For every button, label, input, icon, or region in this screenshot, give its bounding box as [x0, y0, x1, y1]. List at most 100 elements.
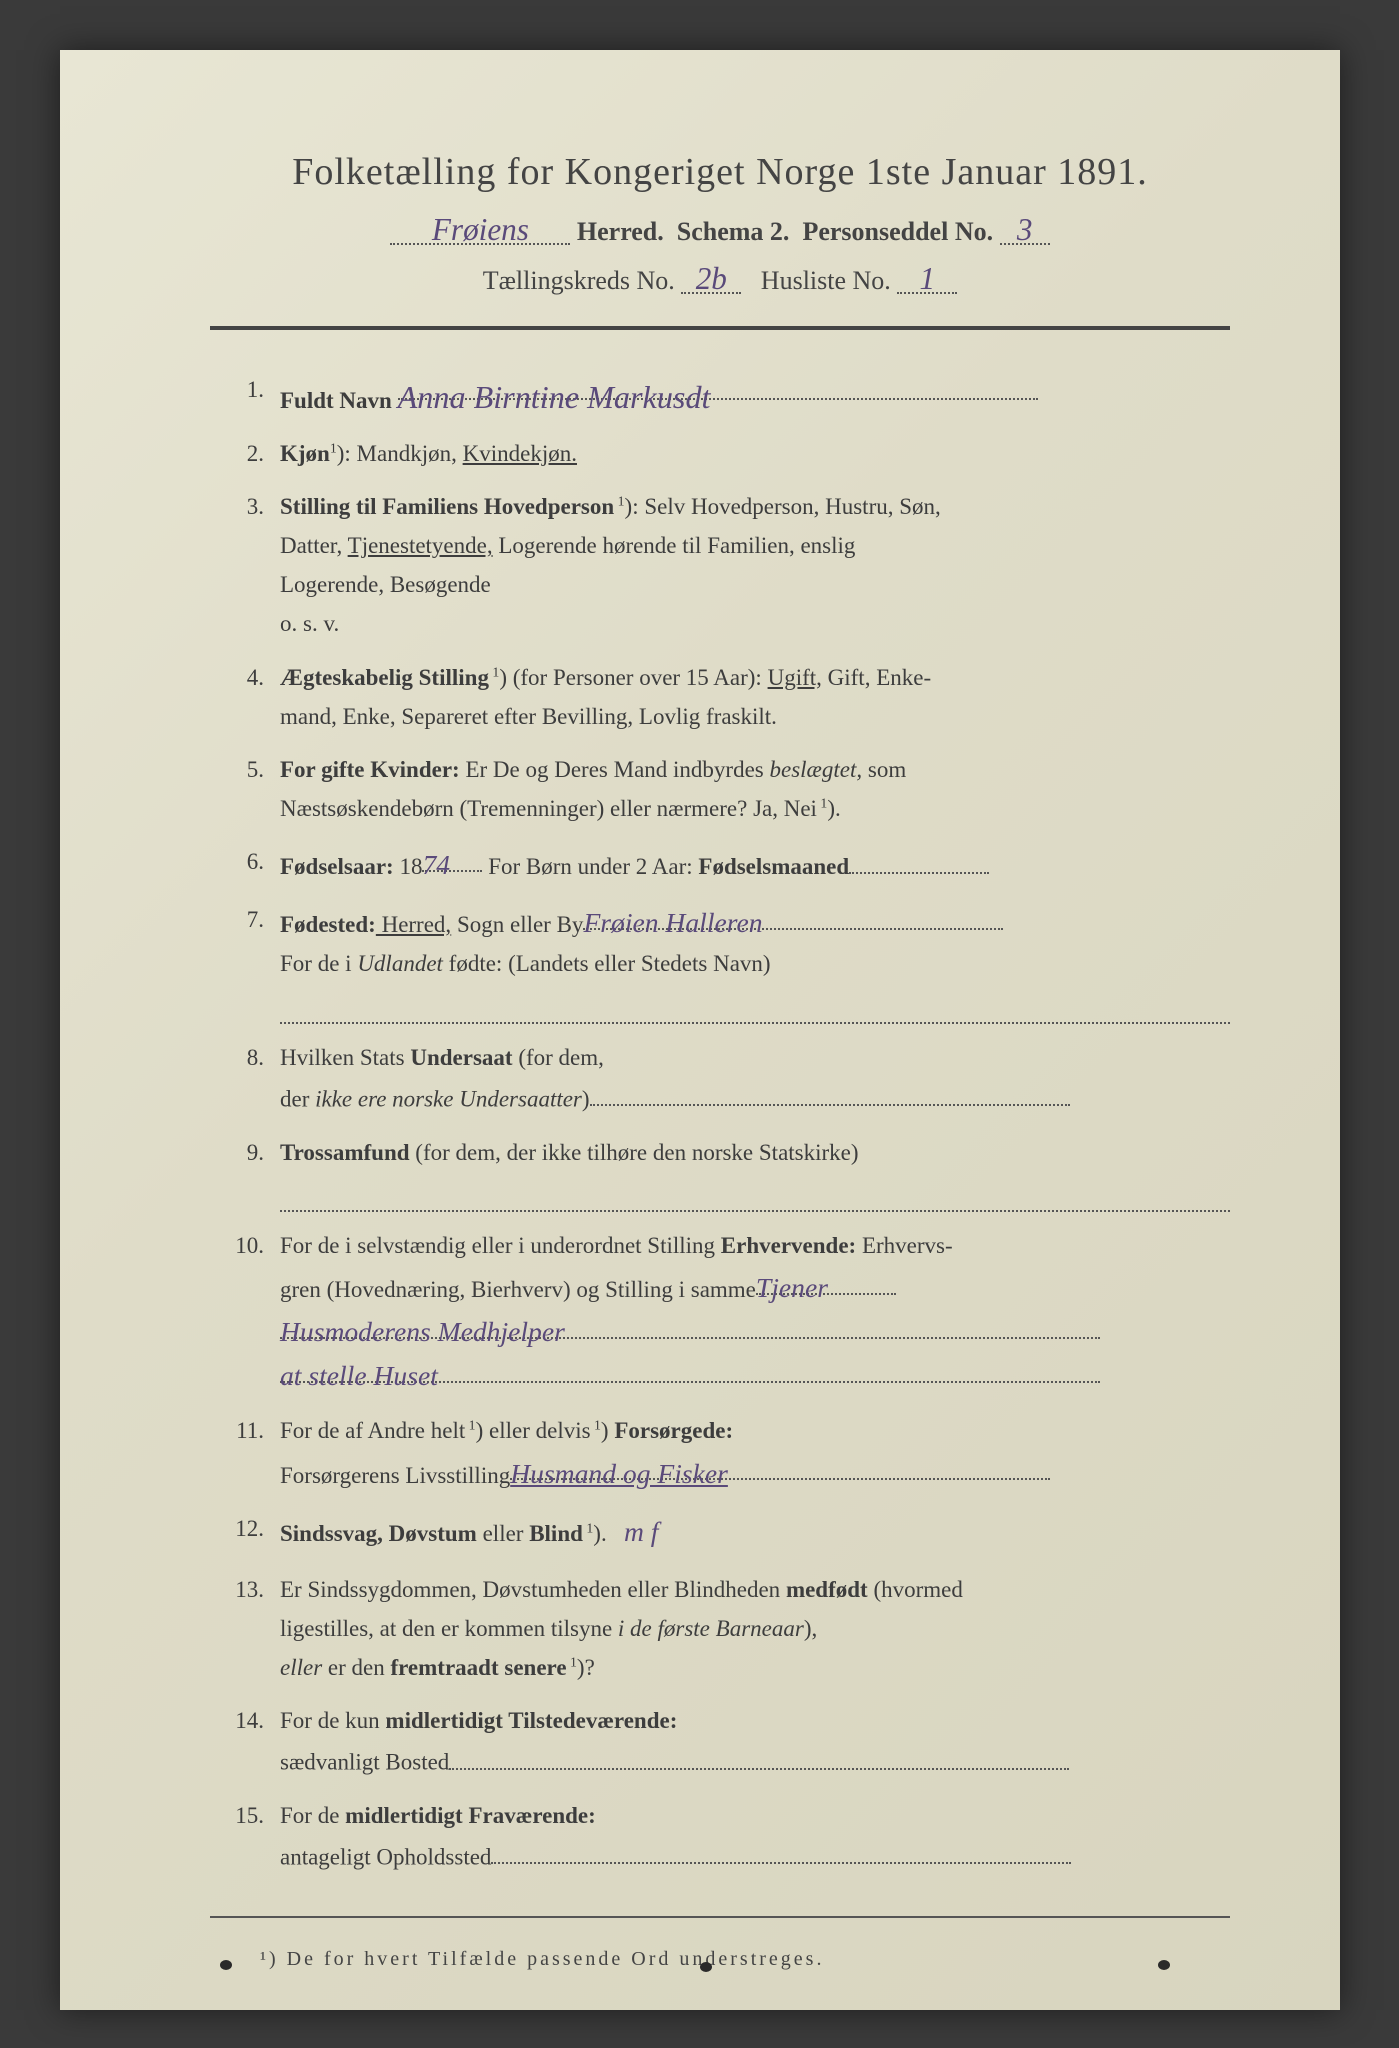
item-num-1: 1. — [210, 370, 280, 420]
item-num-4: 4. — [210, 658, 280, 736]
i15-bold: midlertidigt Fraværende: — [345, 1803, 596, 1828]
i4-t1: (for Personer over 15 Aar): — [507, 665, 768, 690]
personseddel-no: 3 — [1017, 212, 1033, 247]
item-num-11: 11. — [210, 1411, 280, 1494]
i9-bold: Trossamfund — [280, 1140, 410, 1165]
i5-t1: Er De og Deres Mand indbyrdes — [460, 757, 770, 782]
footnote: ¹) De for hvert Tilfælde passende Ord un… — [260, 1948, 1230, 1971]
husliste-label: Husliste No. — [761, 266, 891, 295]
i14-t2: sædvanligt Bosted — [280, 1750, 449, 1775]
i7-label: Fødested: — [280, 912, 376, 937]
i7-t3: fødte: (Landets eller Stedets Navn) — [443, 951, 771, 976]
i2-opt: Kvindekjøn. — [463, 441, 577, 466]
i13-t1: Er Sindssygdommen, Døvstumheden eller Bl… — [280, 1577, 786, 1602]
i7-blank-line — [280, 987, 1230, 1024]
item-num-6: 6. — [210, 842, 280, 886]
item-num-15: 15. — [210, 1796, 280, 1877]
item-6: 6. Fødselsaar: 1874 For Børn under 2 Aar… — [210, 842, 1230, 886]
i1-hand: Anna Birntine Markusdt — [398, 379, 711, 415]
i8-t4: ) — [582, 1086, 590, 1111]
i8-bold: Undersaat — [410, 1045, 512, 1070]
i9-text: (for dem, der ikke tilhøre den norske St… — [410, 1140, 859, 1165]
i8-t2: (for dem, — [513, 1045, 604, 1070]
i3-opt: Tjenestetyende, — [348, 533, 493, 558]
i5-t2: som — [862, 757, 906, 782]
i6-hand: 74 — [422, 849, 450, 880]
ink-dot-center — [700, 1962, 712, 1972]
taellingskreds-no: 2b — [696, 261, 727, 296]
i5-t3: Næstsøskendebørn (Tremenninger) eller næ… — [280, 796, 817, 821]
item-4: 4. Ægteskabelig Stilling 1) (for Persone… — [210, 658, 1230, 736]
i4-opt: Ugift, — [768, 665, 822, 690]
item-11: 11. For de af Andre helt 1) eller delvis… — [210, 1411, 1230, 1494]
i7-t2: For de i — [280, 951, 357, 976]
husliste-no: 1 — [920, 261, 936, 296]
i7-opt: Herred, — [376, 912, 451, 937]
personseddel-label: Personseddel No. — [802, 217, 993, 246]
i14-bold: midlertidigt Tilstedeværende: — [385, 1708, 677, 1733]
i8-ital: ikke ere norske Undersaatter — [315, 1086, 582, 1111]
i15-t2: antageligt Opholdssted — [280, 1844, 491, 1869]
i3-t3: Logerende hørende til Familien, enslig — [493, 533, 856, 558]
item-8: 8. Hvilken Stats Undersaat (for dem, der… — [210, 1038, 1230, 1119]
i14-t1: For de kun — [280, 1708, 385, 1733]
herred-label: Herred. — [577, 217, 664, 246]
item-12: 12. Sindssvag, Døvstum eller Blind 1). m… — [210, 1509, 1230, 1556]
i12-bold: Sindssvag, Døvstum — [280, 1521, 477, 1546]
item-num-7: 7. — [210, 900, 280, 1024]
i3-t5: o. s. v. — [280, 611, 339, 636]
item-num-12: 12. — [210, 1509, 280, 1556]
item-3: 3. Stilling til Familiens Hovedperson 1)… — [210, 487, 1230, 643]
i6-prefix: 18 — [394, 854, 423, 879]
herred-handwritten: Frøiens — [432, 212, 529, 247]
i1-label: Fuldt Navn — [280, 388, 392, 413]
i6-label2: For Børn under 2 Aar: — [482, 854, 698, 879]
divider-bottom — [210, 1916, 1230, 1918]
i10-t2: Erhvervs- — [856, 1233, 952, 1258]
i10-bold1: Erhvervende: — [721, 1233, 856, 1258]
ink-dot-left — [220, 1960, 232, 1970]
i8-t1: Hvilken Stats — [280, 1045, 410, 1070]
item-num-14: 14. — [210, 1701, 280, 1782]
i11-hand: Husmand og Fisker — [510, 1458, 728, 1489]
i10-hand3: at stelle Huset — [280, 1360, 438, 1391]
i10-hand2: Husmoderens Medhjelper — [280, 1316, 565, 1347]
i10-hand1: Tjener — [756, 1272, 828, 1303]
i8-t3: der — [280, 1086, 315, 1111]
i2-text: : Mandkjøn, — [344, 441, 462, 466]
i6-bold2: Fødselsmaaned — [698, 854, 849, 879]
i11-t3: Forsørgerens Livsstilling — [280, 1463, 510, 1488]
i13-bold1: medfødt — [786, 1577, 868, 1602]
page-title: Folketælling for Kongeriget Norge 1ste J… — [210, 150, 1230, 194]
i10-t1: For de i selvstændig eller i underordnet… — [280, 1233, 721, 1258]
i12-hand: m f — [624, 1516, 659, 1547]
i5-ital1: beslægtet, — [769, 757, 862, 782]
i4-t3: mand, Enke, Separeret efter Bevilling, L… — [280, 704, 777, 729]
i13-t4: ), — [804, 1616, 817, 1641]
i7-t1: Sogn eller By — [451, 912, 583, 937]
i13-ital1: i de første Barneaar — [618, 1616, 804, 1641]
i5-label: For gifte Kvinder: — [280, 757, 460, 782]
i3-t1: : Selv Hovedperson, Hustru, Søn, — [632, 494, 941, 519]
i9-blank-line — [280, 1176, 1230, 1213]
i6-label1: Fødselsaar: — [280, 854, 394, 879]
item-num-10: 10. — [210, 1226, 280, 1397]
i7-hand: Frøien Halleren — [583, 907, 762, 938]
i3-label: Stilling til Familiens Hovedperson — [280, 494, 614, 519]
i4-label: Ægteskabelig Stilling — [280, 665, 489, 690]
i3-t2: Datter, — [280, 533, 348, 558]
ink-dot-right — [1158, 1960, 1170, 1970]
i12-bold2: Blind — [529, 1521, 583, 1546]
item-num-13: 13. — [210, 1570, 280, 1687]
item-num-5: 5. — [210, 750, 280, 828]
i13-ital2: eller — [280, 1655, 322, 1680]
i13-t3: ligestilles, at den er kommen tilsyne — [280, 1616, 618, 1641]
item-13: 13. Er Sindssygdommen, Døvstumheden elle… — [210, 1570, 1230, 1687]
item-num-2: 2. — [210, 434, 280, 473]
divider-top — [210, 326, 1230, 330]
item-2: 2. Kjøn1): Mandkjøn, Kvindekjøn. — [210, 434, 1230, 473]
item-10: 10. For de i selvstændig eller i underor… — [210, 1226, 1230, 1397]
i11-bold: Forsørgede: — [609, 1418, 734, 1443]
i12-text: eller — [477, 1521, 529, 1546]
item-14: 14. For de kun midlertidigt Tilstedevære… — [210, 1701, 1230, 1782]
